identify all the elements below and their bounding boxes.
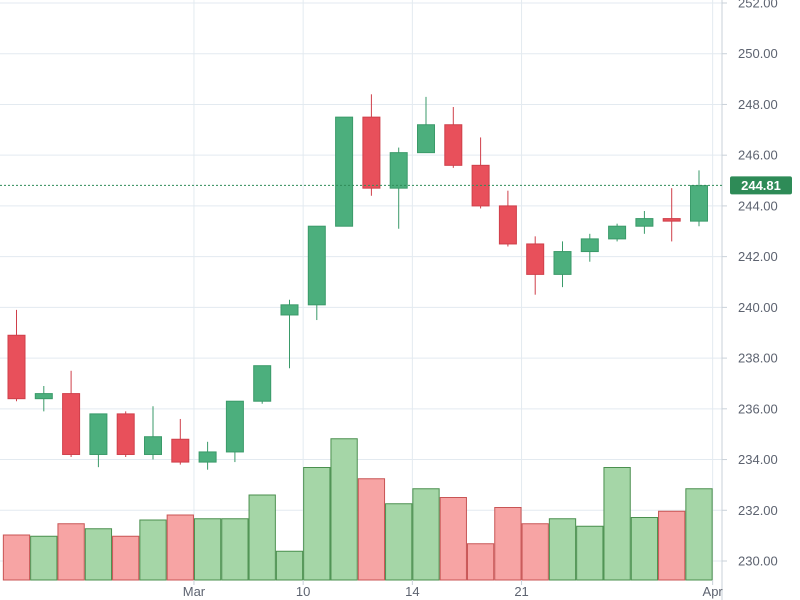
volume-bar: [603, 467, 631, 581]
x-axis: Mar 10 14 21 Apr: [183, 580, 724, 599]
x-tick-label: 10: [296, 584, 310, 599]
candle-body: [144, 436, 162, 455]
volume-bar: [658, 510, 686, 581]
volume-bar: [57, 523, 85, 581]
candle-body: [280, 304, 299, 316]
candle-body: [662, 218, 681, 222]
volume-bar: [303, 467, 331, 581]
candle-body: [198, 451, 217, 463]
volume-bar: [221, 518, 249, 581]
volume-bar: [248, 494, 276, 581]
y-tick-label: 252.00: [738, 0, 778, 11]
candle-body: [34, 393, 53, 400]
volume-bar: [494, 507, 522, 581]
y-tick-label: 236.00: [738, 401, 778, 416]
y-tick-label: 250.00: [738, 46, 778, 61]
candle-body: [335, 116, 354, 227]
volume-bar: [439, 497, 467, 581]
volume-bar: [330, 438, 358, 581]
candle-body: [89, 413, 108, 455]
volume-bar: [2, 534, 31, 581]
candle-body: [690, 185, 708, 222]
candle-body: [526, 243, 545, 275]
candle-body: [225, 400, 244, 453]
volume-bar: [548, 518, 577, 581]
last-price-tag: 244.81: [730, 176, 792, 195]
candle-body: [444, 124, 463, 166]
volume-bar: [685, 488, 713, 581]
volume-bar: [576, 525, 604, 581]
y-tick-label: 232.00: [738, 503, 778, 518]
candle-body: [635, 218, 654, 227]
volume-bars: [2, 438, 713, 581]
candle-body: [553, 251, 572, 275]
volume-bar: [139, 519, 167, 581]
last-price-label: 244.81: [741, 178, 781, 193]
volume-bar: [166, 514, 194, 581]
candle-body: [608, 225, 627, 240]
candle-body: [389, 152, 408, 189]
candle-body: [580, 238, 599, 253]
y-tick-label: 238.00: [738, 351, 778, 366]
candle-body: [362, 116, 381, 189]
volume-bar: [84, 528, 113, 581]
candle-body: [62, 393, 81, 455]
x-tick-label: Apr: [703, 584, 724, 599]
y-axis: 230.00 232.00 234.00 236.00 238.00 240.00 242.…: [722, 0, 778, 569]
candle-body: [116, 413, 135, 455]
volume-bar: [466, 543, 495, 581]
candle-body: [498, 205, 517, 245]
last-price-tag-background: [730, 176, 792, 195]
volume-bar: [357, 478, 386, 581]
volume-bar: [275, 550, 304, 581]
y-tick-label: 248.00: [738, 97, 778, 112]
candles: [7, 94, 708, 470]
y-tick-label: 240.00: [738, 300, 778, 315]
candle-body: [171, 438, 190, 463]
candle-body: [253, 365, 272, 402]
volume-bar: [630, 517, 659, 581]
volume-bar: [193, 518, 222, 581]
y-tick-label: 246.00: [738, 148, 778, 163]
y-tick-label: 242.00: [738, 249, 778, 264]
volume-bar: [385, 503, 413, 581]
y-tick-label: 244.00: [738, 198, 778, 213]
y-tick-label: 234.00: [738, 452, 778, 467]
candle-body: [7, 334, 26, 400]
x-tick-label: 14: [405, 584, 419, 599]
x-tick-label: Mar: [183, 584, 206, 599]
candle-body: [417, 124, 435, 154]
volume-bar: [521, 523, 549, 581]
volume-bar: [30, 535, 58, 581]
volume-bar: [412, 488, 440, 581]
volume-bar: [112, 535, 140, 581]
x-tick-label: 21: [514, 584, 528, 599]
candle-body: [307, 225, 326, 306]
y-tick-label: 230.00: [738, 554, 778, 569]
